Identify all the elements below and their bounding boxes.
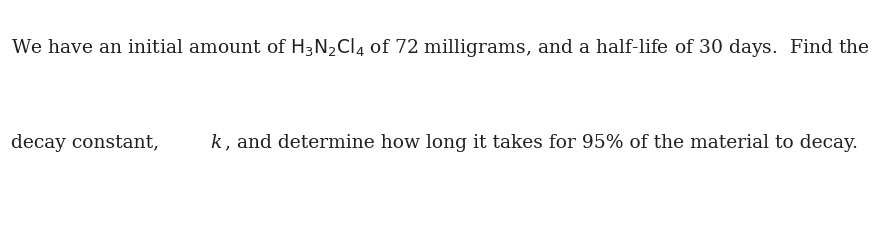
Text: decay constant,: decay constant, bbox=[11, 134, 166, 152]
Text: , and determine how long it takes for 95% of the material to decay.: , and determine how long it takes for 95… bbox=[225, 134, 857, 152]
Text: k: k bbox=[210, 134, 221, 152]
Text: We have an initial amount of $\mathrm{H_3N_2Cl_4}$ of 72 milligrams, and a half-: We have an initial amount of $\mathrm{H_… bbox=[11, 36, 869, 59]
